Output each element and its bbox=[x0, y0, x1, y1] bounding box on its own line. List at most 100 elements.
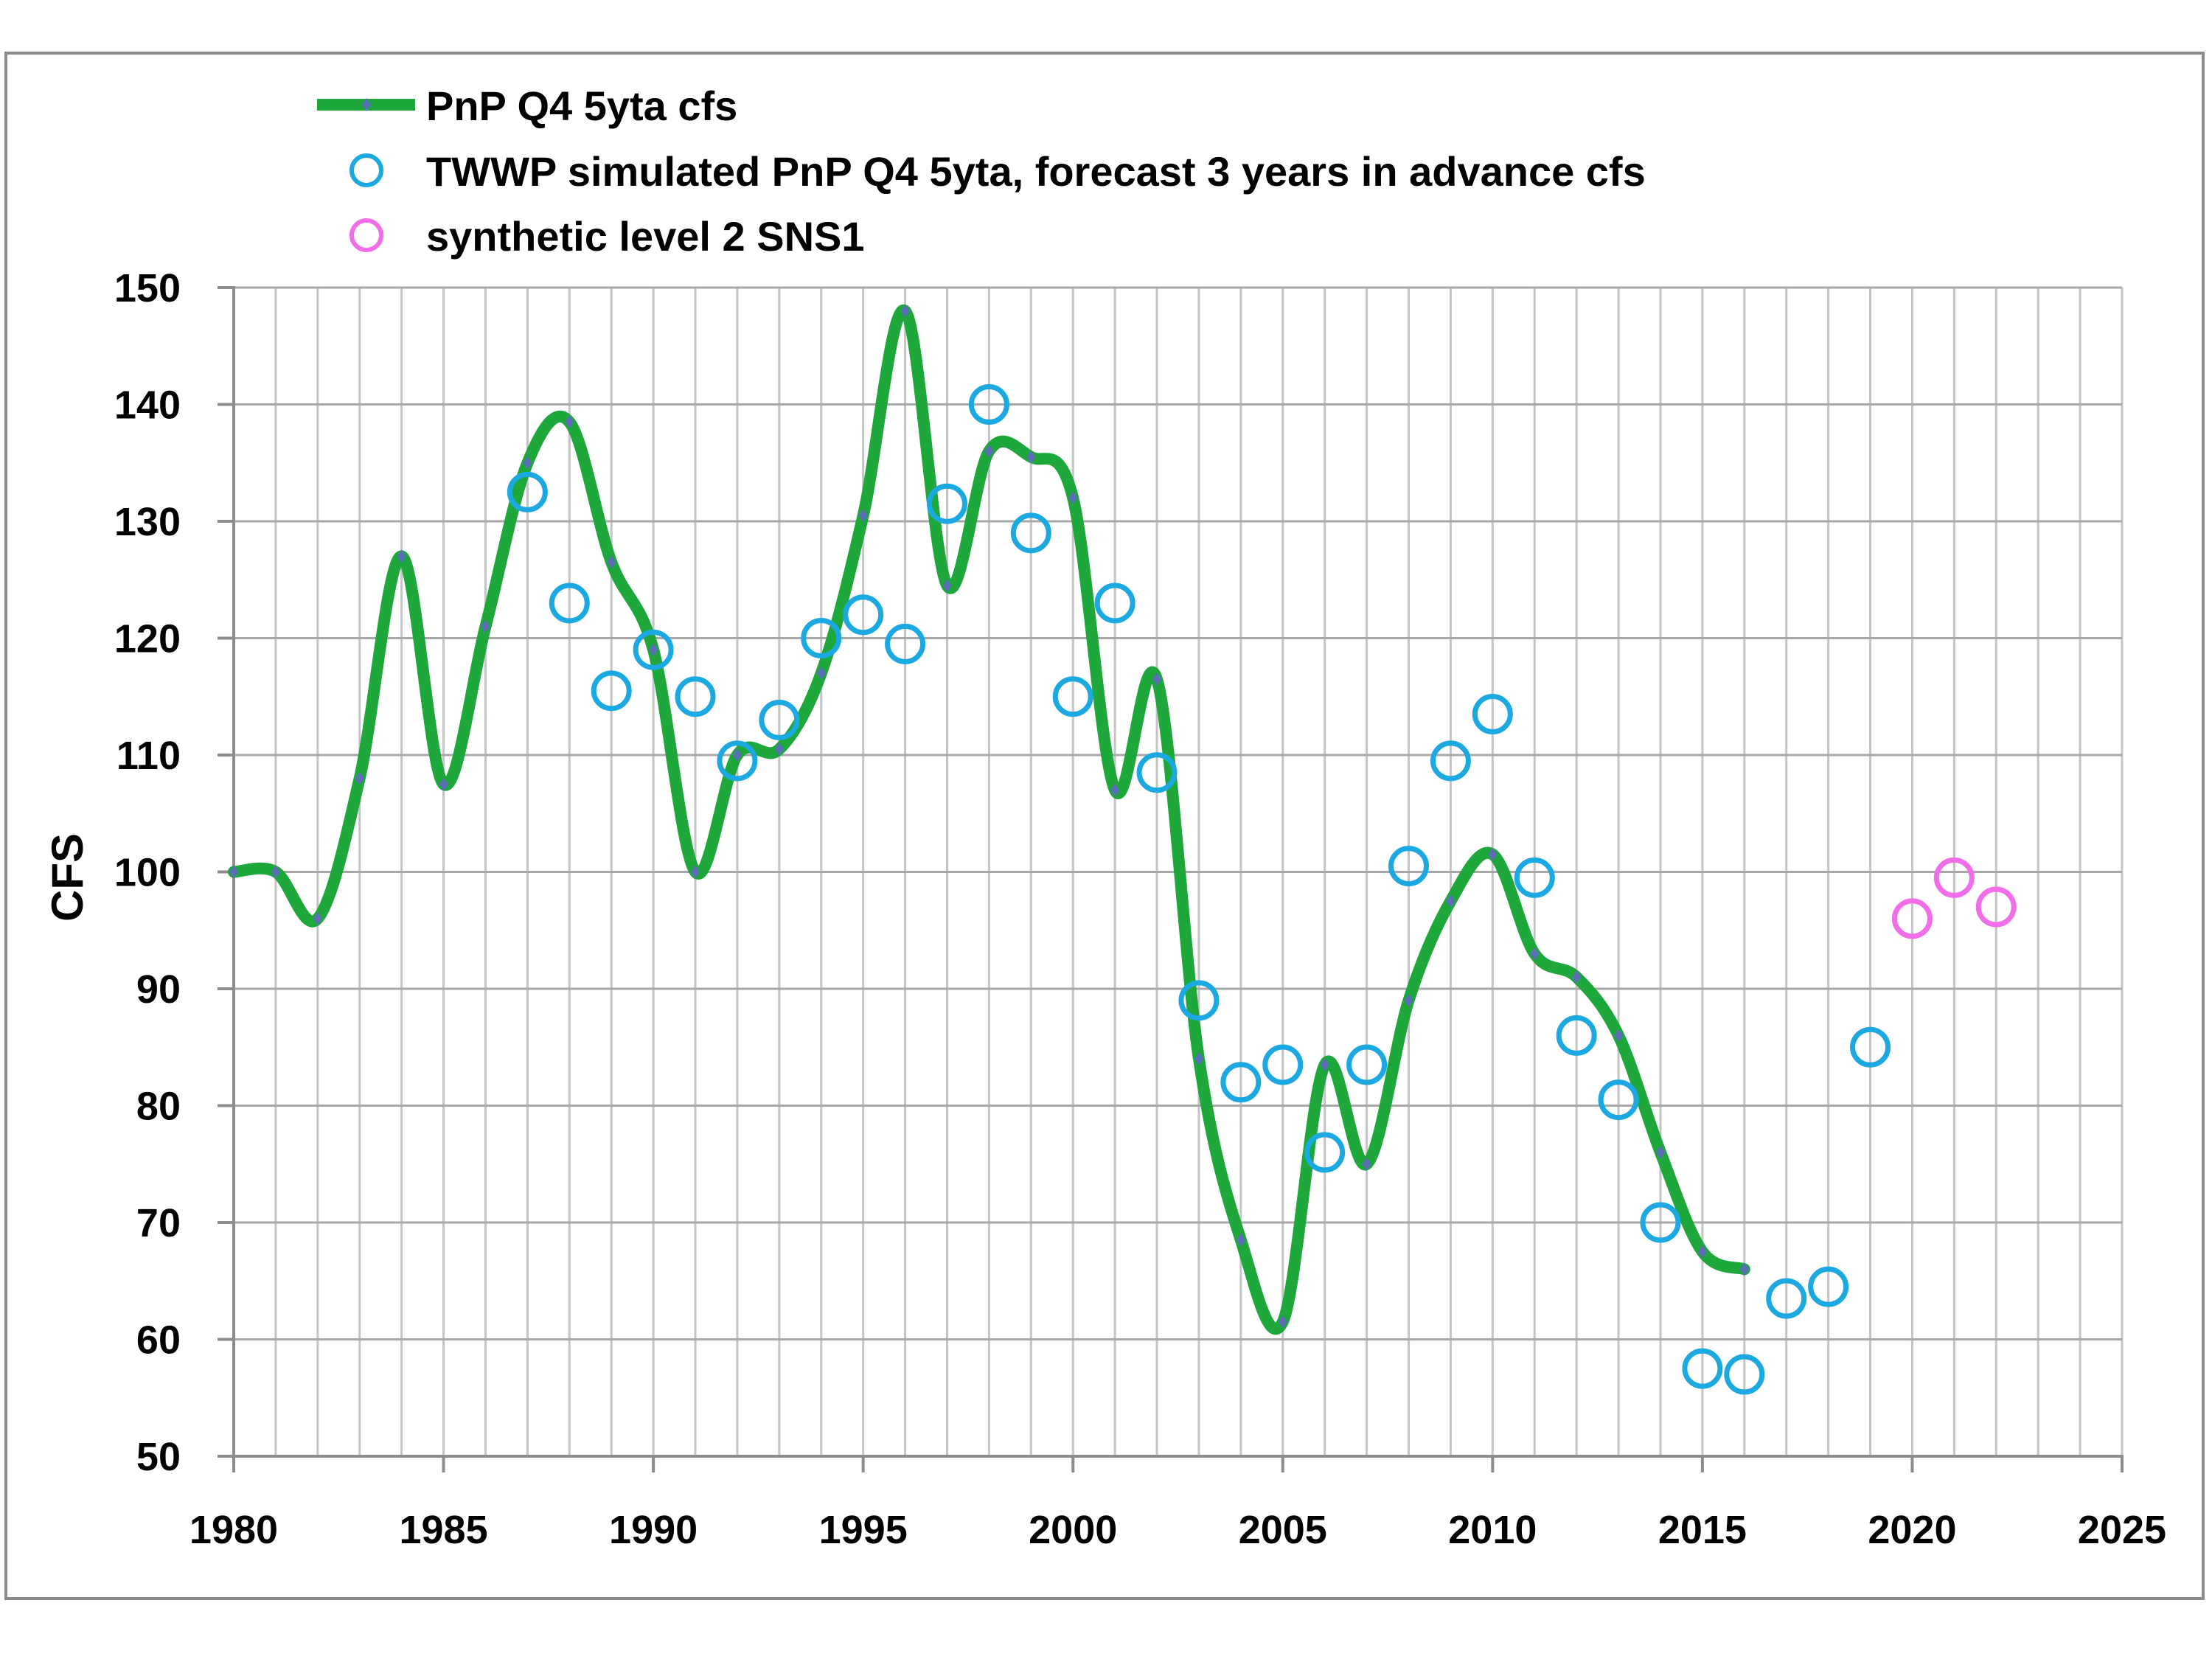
twwp-forecast-point bbox=[968, 384, 1009, 425]
line-data-point bbox=[523, 456, 532, 470]
twwp-forecast-point bbox=[1262, 1044, 1304, 1085]
legend-circle-swatch bbox=[349, 218, 383, 252]
x-tick-label: 1985 bbox=[399, 1508, 487, 1552]
y-tick-label: 50 bbox=[136, 1435, 181, 1479]
twwp-forecast-point bbox=[759, 699, 800, 740]
chart-frame bbox=[4, 52, 2205, 1600]
legend-entry-label: synthetic level 2 SNS1 bbox=[426, 213, 865, 260]
line-data-point bbox=[271, 865, 280, 879]
twwp-forecast-point bbox=[1850, 1026, 1891, 1068]
legend-entry-label: PnP Q4 5yta cfs bbox=[426, 83, 737, 129]
line-data-point bbox=[1614, 1029, 1624, 1043]
twwp-forecast-point bbox=[1094, 582, 1135, 624]
synthetic-sns1-point bbox=[1933, 857, 1975, 898]
twwp-forecast-point bbox=[1556, 1015, 1597, 1056]
y-tick-label: 100 bbox=[114, 851, 181, 895]
line-data-point bbox=[1068, 491, 1078, 505]
synthetic-sns1-point bbox=[1975, 886, 2017, 928]
line-data-point bbox=[397, 549, 406, 563]
legend: PnP Q4 5yta cfs TWWP simulated PnP Q4 5yt… bbox=[317, 83, 1646, 260]
x-tick-label: 2000 bbox=[1029, 1508, 1117, 1552]
x-tick-label: 1995 bbox=[819, 1508, 908, 1552]
line-data-point bbox=[858, 509, 868, 523]
twwp-forecast-point bbox=[1178, 980, 1220, 1021]
line-data-point bbox=[1194, 1052, 1203, 1066]
gridlines bbox=[234, 286, 2124, 1456]
line-data-point bbox=[1110, 783, 1120, 797]
line-data-point bbox=[313, 911, 322, 925]
y-tick-label: 110 bbox=[116, 734, 181, 778]
y-tick-label: 80 bbox=[136, 1085, 181, 1129]
twwp-forecast-point bbox=[1388, 846, 1430, 887]
twwp-forecast-point bbox=[633, 629, 674, 670]
y-tick-label: 120 bbox=[114, 617, 181, 661]
line-data-point bbox=[229, 865, 238, 879]
twwp-forecast-point bbox=[549, 582, 590, 624]
line-data-point bbox=[984, 444, 994, 458]
line-data-point bbox=[1530, 947, 1540, 961]
y-tick-label: 140 bbox=[114, 383, 181, 428]
x-tick-label: 1990 bbox=[609, 1508, 698, 1552]
line-data-point bbox=[691, 865, 700, 879]
twwp-forecast-point bbox=[801, 618, 842, 658]
twwp-forecast-point bbox=[1766, 1278, 1807, 1319]
line-data-point bbox=[481, 619, 490, 633]
line-data-point bbox=[439, 777, 448, 791]
x-tick-label: 2005 bbox=[1239, 1508, 1327, 1552]
line-data-point bbox=[1320, 1058, 1329, 1072]
twwp-forecast-point bbox=[1472, 694, 1513, 735]
x-tick-label: 1980 bbox=[189, 1508, 278, 1552]
x-tick-label: 2020 bbox=[1868, 1508, 1956, 1552]
line-data-point bbox=[774, 742, 784, 757]
twwp-forecast-point bbox=[1724, 1354, 1765, 1395]
x-tick-label: 2025 bbox=[2078, 1508, 2166, 1552]
line-data-point bbox=[1655, 1145, 1665, 1159]
twwp-forecast-point bbox=[1010, 512, 1051, 554]
line-data-point bbox=[732, 748, 742, 762]
y-tick-label: 60 bbox=[136, 1318, 181, 1363]
twwp-forecast-point bbox=[717, 740, 758, 782]
line-data-point bbox=[1446, 894, 1455, 908]
line-data-point bbox=[1739, 1262, 1749, 1276]
series-line-pnp-q4 bbox=[228, 305, 1750, 1335]
x-tick-label: 2015 bbox=[1658, 1508, 1747, 1552]
twwp-forecast-point bbox=[1514, 857, 1555, 898]
legend-entry-label: TWWP simulated PnP Q4 5yta, forecast 3 y… bbox=[426, 148, 1646, 195]
twwp-forecast-point bbox=[675, 676, 716, 717]
twwp-forecast-point bbox=[1346, 1044, 1388, 1085]
twwp-forecast-point bbox=[1682, 1348, 1723, 1389]
twwp-forecast-point bbox=[926, 483, 967, 524]
line-data-point bbox=[1152, 672, 1162, 686]
line-data-point bbox=[1026, 450, 1036, 464]
line-data-point bbox=[816, 667, 826, 681]
line-data-point bbox=[1404, 993, 1413, 1007]
twwp-forecast-point bbox=[591, 670, 632, 712]
y-tick-label: 90 bbox=[136, 967, 181, 1012]
line-data-point bbox=[565, 415, 574, 429]
y-tick-label: 130 bbox=[114, 500, 181, 544]
synthetic-sns1-point bbox=[1891, 898, 1933, 939]
twwp-forecast-point bbox=[1052, 676, 1093, 717]
line-data-point bbox=[1572, 970, 1582, 984]
twwp-forecast-point bbox=[1808, 1266, 1849, 1307]
y-tick-label: 150 bbox=[114, 266, 181, 310]
twwp-forecast-point bbox=[843, 594, 884, 636]
twwp-forecast-point bbox=[885, 623, 926, 664]
twwp-forecast-point bbox=[1598, 1079, 1639, 1121]
legend-line-marker bbox=[362, 98, 371, 111]
legend-circle-swatch bbox=[349, 153, 383, 187]
twwp-forecast-point bbox=[1136, 752, 1178, 793]
y-axis-title: CFS bbox=[43, 833, 92, 922]
line-data-point bbox=[355, 771, 364, 785]
twwp-forecast-point bbox=[1430, 740, 1471, 782]
line-data-point bbox=[607, 555, 616, 569]
line-data-point bbox=[942, 579, 952, 593]
y-tick-label: 70 bbox=[136, 1201, 181, 1245]
line-data-point bbox=[1362, 1157, 1371, 1171]
line-data-point bbox=[1697, 1245, 1707, 1259]
line-data-point bbox=[1236, 1233, 1245, 1247]
series-layer bbox=[228, 304, 2017, 1395]
twwp-forecast-point bbox=[1220, 1062, 1262, 1103]
line-data-point bbox=[1278, 1315, 1287, 1329]
